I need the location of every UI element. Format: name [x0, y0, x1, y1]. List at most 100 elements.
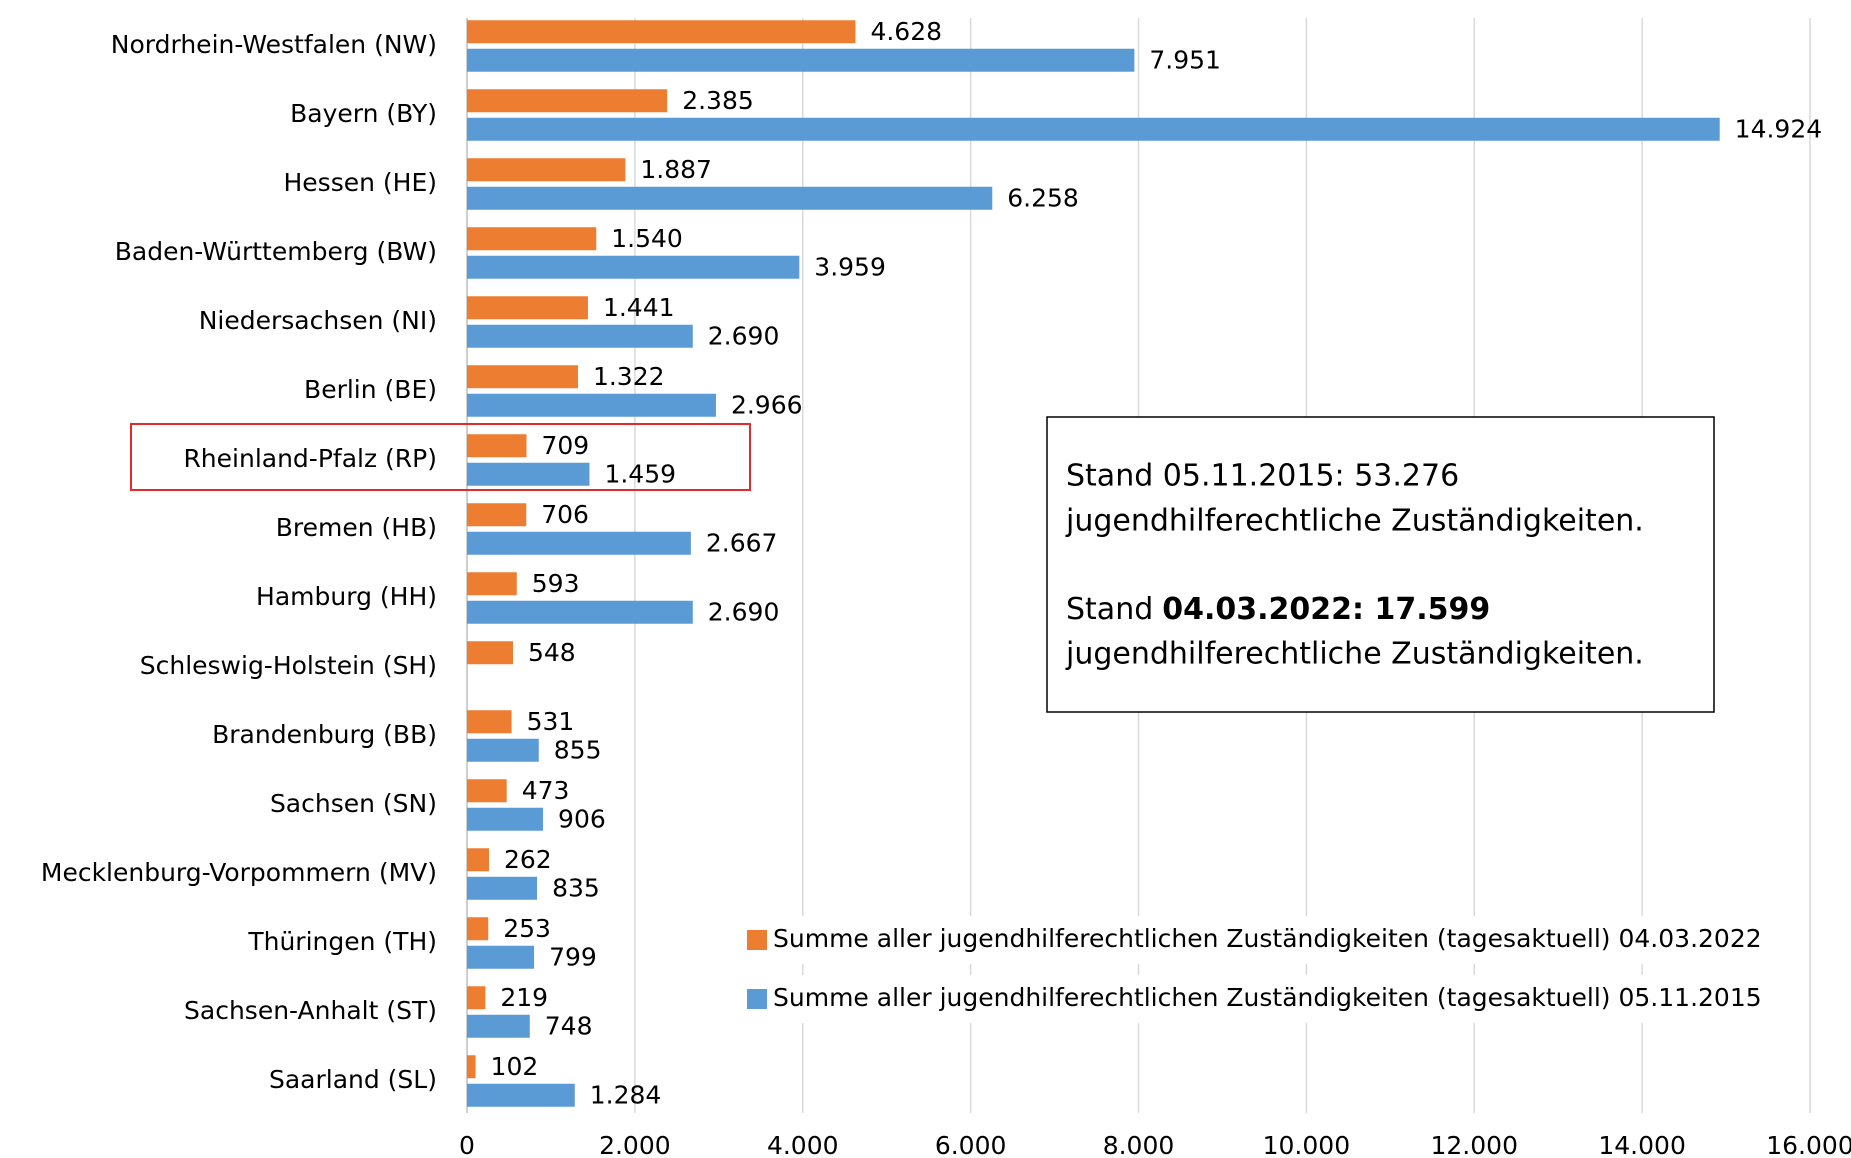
bar	[467, 876, 538, 900]
value-label: 253	[503, 914, 551, 943]
bar	[467, 779, 507, 803]
bar	[467, 20, 856, 44]
bar	[467, 296, 588, 320]
value-label: 2.690	[708, 321, 780, 350]
y-tick-label: Rheinland-Pfalz (RP)	[183, 444, 437, 473]
value-label: 855	[554, 735, 602, 764]
y-tick-label: Mecklenburg-Vorpommern (MV)	[41, 858, 437, 887]
bar	[467, 255, 800, 279]
x-tick-label: 4.000	[767, 1131, 839, 1158]
y-tick-label: Niedersachsen (NI)	[199, 306, 437, 335]
legend-label: Summe aller jugendhilferechtlichen Zustä…	[773, 983, 1762, 1012]
x-tick-label: 6.000	[935, 1131, 1007, 1158]
grid: 0 2.000 4.000 6.000 8.000 10.000 12.000 14.000 1…	[459, 18, 1851, 1158]
annotation-text: Stand 05.11.2015: 53.276	[1066, 459, 1459, 494]
y-tick-label: Nordrhein-Westfalen (NW)	[111, 30, 437, 59]
value-label: 799	[549, 942, 597, 971]
bar	[467, 917, 489, 941]
y-tick-label: Bayern (BY)	[290, 99, 437, 128]
value-label: 219	[500, 983, 548, 1012]
y-tick-label: Schleswig-Holstein (SH)	[140, 651, 437, 680]
annotation-text: Stand 04.03.2022: 17.599	[1066, 592, 1490, 627]
legend-label: Summe aller jugendhilferechtlichen Zustä…	[773, 924, 1762, 953]
bar	[467, 641, 513, 665]
legend-bg	[735, 975, 1803, 1023]
x-tick-label: 14.000	[1598, 1131, 1685, 1158]
y-tick-label: Sachsen-Anhalt (ST)	[184, 996, 437, 1025]
bar	[467, 945, 535, 969]
value-label: 262	[504, 845, 552, 874]
bar	[467, 227, 597, 251]
bar	[467, 158, 626, 182]
legend-swatch	[747, 930, 767, 950]
bar	[467, 710, 512, 734]
value-label: 4.628	[870, 17, 942, 46]
bar	[467, 572, 517, 596]
bar	[467, 738, 539, 762]
bars: Nordrhein-Westfalen (NW) 4.628 7.951 Bayern…	[41, 17, 1822, 1110]
y-tick-label: Baden-Württemberg (BW)	[115, 237, 437, 266]
annotation-box	[1046, 416, 1715, 713]
x-tick-label: 2.000	[599, 1131, 671, 1158]
bar	[467, 807, 544, 831]
legend-bg	[735, 916, 1803, 964]
y-tick-label: Hamburg (HH)	[256, 582, 437, 611]
legend-swatch	[747, 989, 767, 1009]
value-label: 706	[541, 500, 589, 529]
bar	[467, 117, 1720, 141]
value-label: 1.887	[640, 155, 712, 184]
bar	[467, 1055, 476, 1079]
value-label: 2.667	[706, 528, 778, 557]
value-label: 6.258	[1007, 183, 1079, 212]
bar	[467, 48, 1135, 72]
y-tick-label: Berlin (BE)	[304, 375, 437, 404]
bar	[467, 324, 693, 348]
y-tick-label: Saarland (SL)	[269, 1065, 437, 1094]
bar	[467, 1014, 530, 1038]
value-label: 906	[558, 804, 606, 833]
annotation-text: jugendhilferechtliche Zuständigkeiten.	[1065, 637, 1644, 672]
value-label: 748	[545, 1011, 593, 1040]
value-label: 102	[491, 1052, 539, 1081]
bar	[467, 365, 578, 389]
bar	[467, 503, 527, 527]
value-label: 531	[527, 707, 575, 736]
x-tick-label: 0	[459, 1131, 475, 1158]
value-label: 3.959	[814, 252, 886, 281]
y-tick-label: Sachsen (SN)	[270, 789, 437, 818]
value-label: 1.284	[590, 1080, 662, 1109]
bar	[467, 986, 486, 1010]
y-tick-label: Hessen (HE)	[283, 168, 437, 197]
legend: Summe aller jugendhilferechtlichen Zustä…	[735, 916, 1803, 1023]
x-tick-label: 8.000	[1103, 1131, 1175, 1158]
bar	[467, 393, 716, 417]
value-label: 473	[522, 776, 570, 805]
annotation-text: Stand	[1066, 592, 1153, 627]
x-tick-label: 16.000	[1766, 1131, 1851, 1158]
value-label: 1.322	[593, 362, 665, 391]
value-label: 14.924	[1735, 114, 1822, 143]
value-label: 1.459	[604, 459, 676, 488]
value-label: 709	[542, 431, 590, 460]
value-label: 1.540	[611, 224, 683, 253]
value-label: 835	[552, 873, 600, 902]
bar	[467, 89, 668, 113]
x-tick-label: 10.000	[1263, 1131, 1350, 1158]
value-label: 548	[528, 638, 576, 667]
value-label: 2.690	[708, 597, 780, 626]
bar	[467, 462, 590, 486]
value-label: 1.441	[603, 293, 675, 322]
bar	[467, 848, 489, 872]
highlight-box	[130, 423, 751, 491]
bar	[467, 434, 527, 458]
annotation-text: jugendhilferechtliche Zuständigkeiten.	[1065, 504, 1644, 539]
annotation-bold: 04.03.2022: 17.599	[1162, 592, 1490, 627]
bar	[467, 600, 693, 624]
y-tick-label: Bremen (HB)	[276, 513, 437, 542]
value-label: 2.966	[731, 390, 803, 419]
value-label: 2.385	[682, 86, 754, 115]
y-tick-label: Brandenburg (BB)	[212, 720, 437, 749]
bar	[467, 1083, 575, 1107]
